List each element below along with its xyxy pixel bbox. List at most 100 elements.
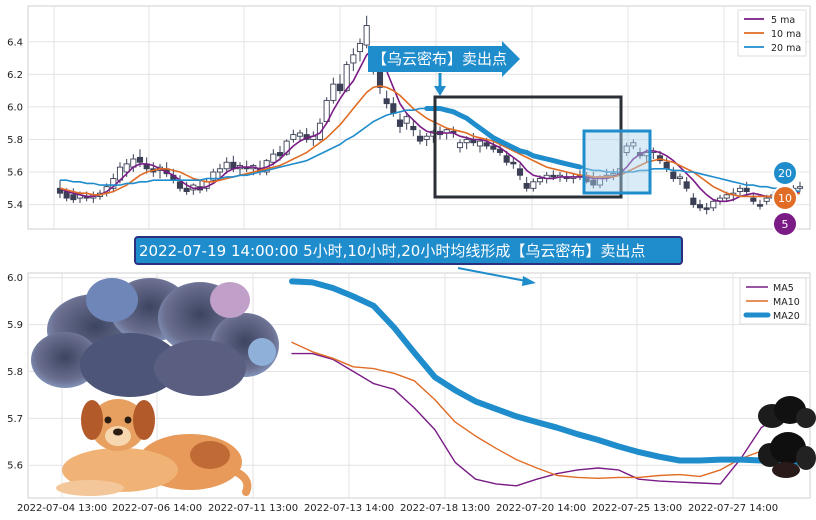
bottom-line-MA5 bbox=[291, 352, 803, 487]
candle-body bbox=[376, 70, 384, 88]
candle-body bbox=[623, 145, 630, 153]
candle-body bbox=[710, 200, 717, 209]
bottom-line-MA20 bbox=[289, 278, 805, 466]
highlight-box-blue bbox=[582, 129, 652, 195]
candle-body bbox=[683, 181, 690, 189]
ma-badges: 20 10 5 bbox=[772, 160, 798, 237]
candle-body bbox=[496, 148, 504, 153]
legend-label-5ma: 5 ma bbox=[771, 15, 795, 26]
bottom-y-tick-label: 5.8 bbox=[7, 367, 23, 378]
moving-average-lines bbox=[59, 48, 801, 203]
sell-point-callout: 【乌云密布】卖出点 bbox=[368, 41, 520, 96]
badge-10-label: 10 bbox=[778, 192, 792, 205]
candle-body bbox=[383, 98, 390, 105]
bottom-x-tick-label: 2022-07-27 14:00 bbox=[688, 503, 778, 514]
candle-body bbox=[723, 194, 730, 199]
callout-pointer-head bbox=[434, 86, 446, 96]
top-y-tick-label: 5.8 bbox=[7, 135, 23, 146]
top-y-tick-label: 6.0 bbox=[7, 102, 23, 113]
candle-body bbox=[676, 176, 684, 179]
top-y-tick-label: 6.4 bbox=[7, 37, 23, 48]
candle-body bbox=[223, 161, 230, 170]
bottom-legend: MA5 MA10 MA20 bbox=[739, 277, 807, 325]
candle-body bbox=[336, 83, 344, 92]
candle-body bbox=[456, 142, 464, 149]
bottom-y-tick-label: 6.0 bbox=[7, 273, 23, 284]
candle-body bbox=[350, 54, 357, 64]
badge-5-circle bbox=[772, 211, 798, 237]
candle-body bbox=[743, 187, 750, 193]
candle-body bbox=[216, 168, 224, 173]
bottom-x-tick-label: 2022-07-13 14:00 bbox=[304, 503, 394, 514]
highlight-box-dark bbox=[433, 95, 623, 199]
callout-arrow-shape bbox=[368, 41, 520, 77]
bottom-x-tick-label: 2022-07-20 14:00 bbox=[496, 503, 586, 514]
dark-cloud-icon bbox=[758, 396, 816, 478]
candle-body bbox=[516, 168, 524, 176]
candle-body bbox=[423, 135, 430, 140]
dog-illustration-icon bbox=[56, 399, 252, 496]
candle-body bbox=[176, 181, 184, 189]
storm-cloud-icon bbox=[31, 278, 279, 397]
candle-body bbox=[410, 126, 417, 131]
candle-body bbox=[696, 204, 704, 209]
candle-body bbox=[503, 155, 510, 163]
ma20-highlight-line bbox=[424, 106, 583, 170]
candle-body bbox=[763, 197, 770, 202]
legend-label-ma10: MA10 bbox=[773, 297, 800, 308]
top-y-tick-label: 6.2 bbox=[7, 70, 23, 81]
candle-body bbox=[663, 161, 670, 170]
top-plot-area bbox=[27, 5, 811, 230]
legend-label-ma20: MA20 bbox=[773, 311, 800, 322]
legend-label-20ma: 20 ma bbox=[771, 43, 801, 54]
candle-body bbox=[183, 187, 190, 193]
banner-label: 2022-07-19 14:00:00 5小时,10小时,20小时均线形成【乌云… bbox=[139, 242, 645, 260]
candle-body bbox=[290, 134, 297, 140]
banner-pointer-head bbox=[522, 276, 536, 286]
badge-5-label: 5 bbox=[782, 218, 789, 231]
legend-label-10ma: 10 ma bbox=[771, 29, 801, 40]
candle-body bbox=[403, 116, 410, 124]
candle-body bbox=[550, 174, 557, 178]
bottom-x-tick-label: 2022-07-18 13:00 bbox=[400, 503, 490, 514]
top-legend-box bbox=[737, 9, 807, 57]
bottom-y-tick-label: 5.6 bbox=[7, 461, 23, 472]
bottom-y-axis-ticks: 5.6 5.7 5.8 5.9 6.0 bbox=[7, 273, 23, 472]
candle-body bbox=[416, 135, 424, 142]
candle-body bbox=[210, 171, 217, 181]
callout-label: 【乌云密布】卖出点 bbox=[372, 50, 507, 68]
candle-body bbox=[630, 142, 637, 147]
candlestick-panel: 5.4 5.6 5.8 6.0 6.2 6.4 【乌云密布】卖出点 5 ma 10 ma … bbox=[7, 5, 811, 237]
bottom-x-axis-ticks: 2022-07-04 13:00 2022-07-06 14:00 2022-07-… bbox=[17, 503, 778, 514]
bottom-y-tick-label: 5.9 bbox=[7, 320, 23, 331]
candle-body bbox=[490, 145, 497, 150]
candle-body bbox=[536, 178, 544, 183]
candle-body bbox=[750, 197, 757, 202]
candle-body bbox=[610, 173, 617, 176]
moving-average-panel: 5.65.75.85.96.0 2022-07-04 13:00 2022-07-… bbox=[7, 272, 816, 514]
candle-body bbox=[136, 156, 144, 163]
candle-body bbox=[476, 140, 484, 147]
bottom-x-tick-label: 2022-07-06 14:00 bbox=[112, 503, 202, 514]
candle-body bbox=[363, 25, 370, 46]
candle-body bbox=[796, 186, 804, 189]
candle-body bbox=[316, 122, 324, 140]
candle-body bbox=[270, 153, 277, 163]
bottom-ma-lines bbox=[289, 278, 805, 487]
candle-body bbox=[510, 161, 517, 165]
top-y-axis-ticks: 5.4 5.6 5.8 6.0 6.2 6.4 bbox=[7, 37, 23, 211]
candle-body bbox=[483, 142, 490, 147]
candle-body bbox=[396, 119, 404, 127]
bottom-y-tick-label: 5.7 bbox=[7, 414, 23, 425]
banner-box bbox=[134, 236, 683, 265]
candle-body bbox=[756, 204, 764, 207]
bottom-x-tick-label: 2022-07-25 13:00 bbox=[592, 503, 682, 514]
bottom-x-tick-label: 2022-07-04 13:00 bbox=[17, 503, 107, 514]
candle-body bbox=[70, 194, 77, 201]
bottom-x-tick-label: 2022-07-11 13:00 bbox=[208, 503, 298, 514]
candle-body bbox=[390, 103, 397, 114]
banner-pointer-line bbox=[457, 267, 527, 282]
badge-20-label: 20 bbox=[778, 167, 792, 180]
candle-body bbox=[670, 171, 677, 179]
top-y-tick-label: 5.4 bbox=[7, 200, 23, 211]
